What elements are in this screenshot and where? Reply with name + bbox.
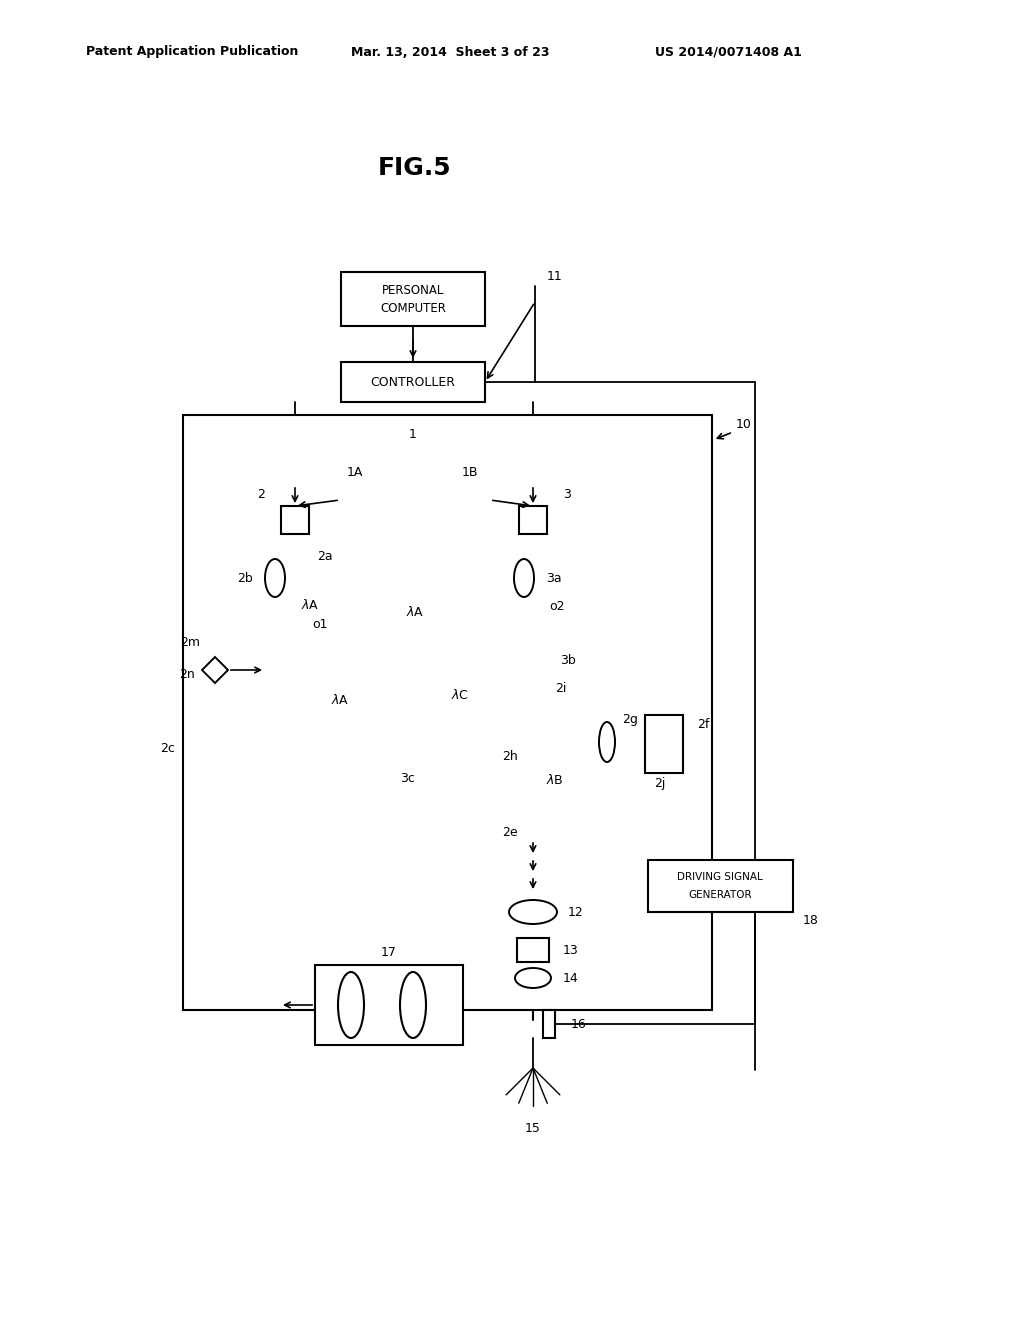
Text: 2b: 2b bbox=[238, 572, 253, 585]
Bar bbox=[315, 965, 463, 1045]
Text: 2m: 2m bbox=[180, 636, 200, 649]
Text: 2g: 2g bbox=[622, 714, 638, 726]
Bar bbox=[648, 861, 793, 912]
Text: PERSONAL: PERSONAL bbox=[382, 285, 444, 297]
Text: 3c: 3c bbox=[400, 771, 415, 784]
Text: 2e: 2e bbox=[503, 825, 518, 838]
Ellipse shape bbox=[338, 972, 364, 1038]
Text: 3b: 3b bbox=[560, 653, 575, 667]
Text: o2: o2 bbox=[549, 599, 564, 612]
Text: 14: 14 bbox=[563, 972, 579, 985]
Text: 2: 2 bbox=[257, 488, 265, 502]
Bar bbox=[517, 939, 549, 962]
Text: Mar. 13, 2014  Sheet 3 of 23: Mar. 13, 2014 Sheet 3 of 23 bbox=[351, 45, 549, 58]
Text: $\lambda$A: $\lambda$A bbox=[331, 693, 349, 708]
Text: 2j: 2j bbox=[654, 776, 666, 789]
Bar bbox=[281, 506, 309, 535]
Text: 2a: 2a bbox=[317, 549, 333, 562]
Bar bbox=[519, 506, 547, 535]
Ellipse shape bbox=[599, 722, 615, 762]
Text: 2f: 2f bbox=[697, 718, 710, 731]
Text: $\lambda$A: $\lambda$A bbox=[406, 605, 424, 619]
Bar bbox=[183, 414, 712, 1010]
Text: 2c: 2c bbox=[160, 742, 175, 755]
Text: 10: 10 bbox=[736, 418, 752, 432]
Ellipse shape bbox=[514, 558, 534, 597]
Bar bbox=[341, 362, 485, 403]
Text: 2h: 2h bbox=[502, 750, 518, 763]
Text: CONTROLLER: CONTROLLER bbox=[371, 375, 456, 388]
Text: 1B: 1B bbox=[462, 466, 478, 479]
Text: $\lambda$C: $\lambda$C bbox=[451, 688, 469, 702]
Text: o1: o1 bbox=[312, 619, 328, 631]
Text: GENERATOR: GENERATOR bbox=[688, 890, 752, 900]
Text: 15: 15 bbox=[525, 1122, 541, 1134]
Ellipse shape bbox=[265, 558, 285, 597]
Bar bbox=[543, 1010, 555, 1038]
Text: 18: 18 bbox=[803, 913, 819, 927]
Bar bbox=[341, 272, 485, 326]
Text: COMPUTER: COMPUTER bbox=[380, 302, 445, 315]
Bar bbox=[645, 715, 683, 774]
Text: $\lambda$A: $\lambda$A bbox=[301, 598, 319, 612]
Text: 11: 11 bbox=[547, 271, 563, 284]
Text: DRIVING SIGNAL: DRIVING SIGNAL bbox=[677, 873, 763, 882]
Text: 2n: 2n bbox=[179, 668, 195, 681]
Text: 17: 17 bbox=[381, 946, 397, 960]
Ellipse shape bbox=[509, 900, 557, 924]
Text: 3: 3 bbox=[563, 488, 570, 502]
Text: 16: 16 bbox=[571, 1018, 587, 1031]
Text: $\lambda$B: $\lambda$B bbox=[546, 774, 564, 787]
Text: 12: 12 bbox=[568, 906, 584, 919]
Text: US 2014/0071408 A1: US 2014/0071408 A1 bbox=[654, 45, 802, 58]
Polygon shape bbox=[202, 657, 228, 682]
Text: 1: 1 bbox=[409, 429, 417, 441]
Text: Patent Application Publication: Patent Application Publication bbox=[86, 45, 298, 58]
Text: 3a: 3a bbox=[546, 572, 561, 585]
Text: FIG.5: FIG.5 bbox=[378, 156, 452, 180]
Text: 13: 13 bbox=[563, 944, 579, 957]
Ellipse shape bbox=[515, 968, 551, 987]
Ellipse shape bbox=[400, 972, 426, 1038]
Text: 1A: 1A bbox=[347, 466, 364, 479]
Text: 2i: 2i bbox=[555, 681, 566, 694]
